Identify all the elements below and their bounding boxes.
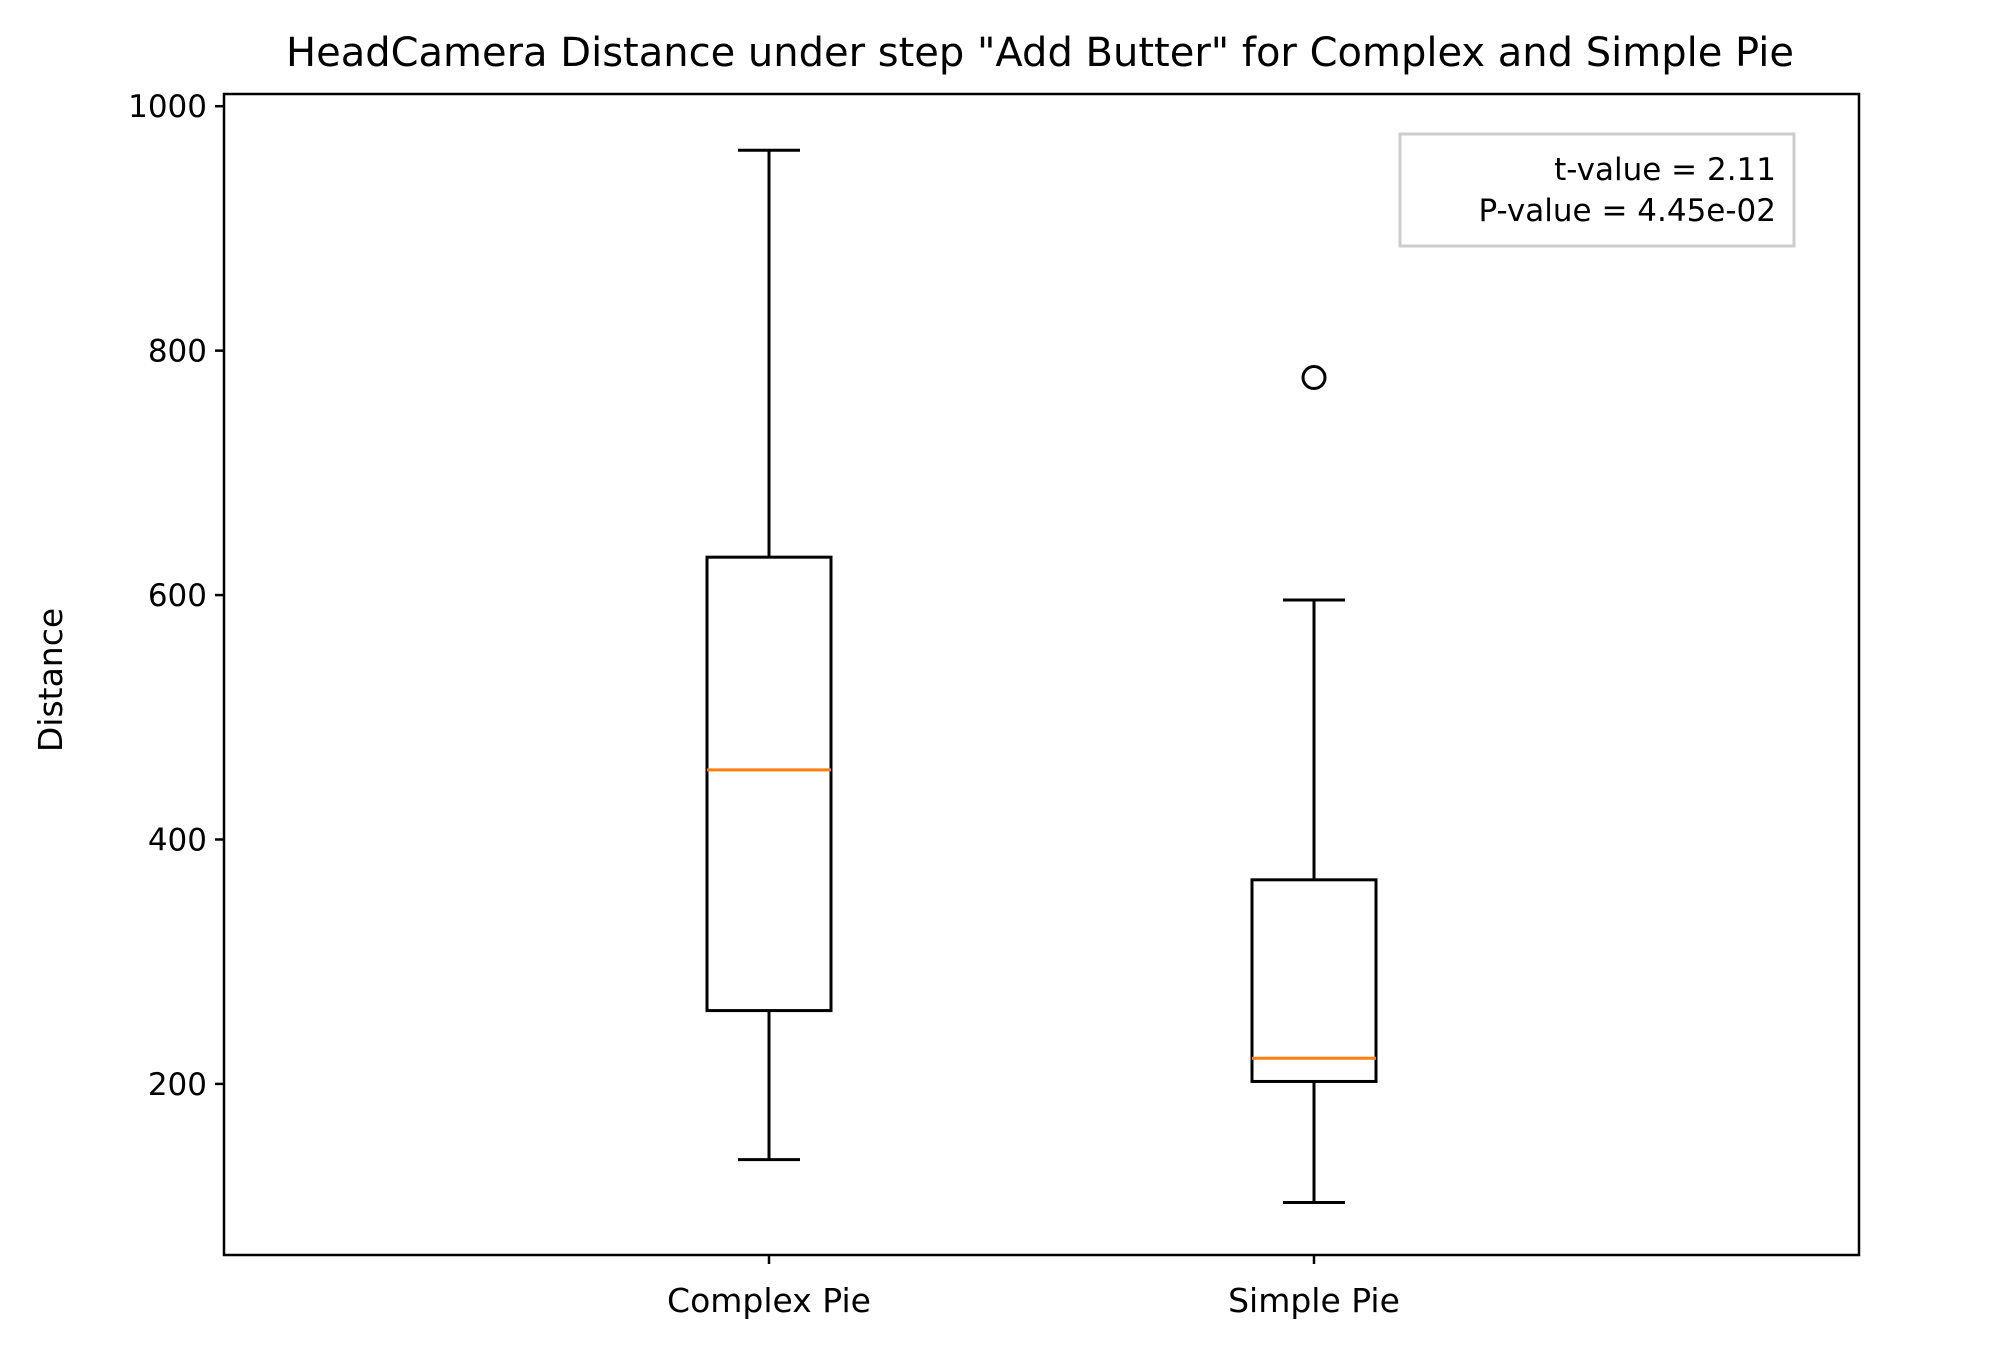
x-tick-label: Complex Pie — [667, 1281, 871, 1320]
iqr-box — [1250, 878, 1378, 1083]
chart-title: HeadCamera Distance under step "Add Butt… — [286, 30, 1794, 76]
y-axis-label: Distance — [31, 608, 70, 752]
y-tick-label: 200 — [148, 1067, 207, 1103]
y-tick-label: 600 — [148, 578, 207, 614]
plot-area — [705, 148, 1378, 1204]
x-tick-label: Simple Pie — [1228, 1281, 1400, 1320]
stats-annotation-box: t-value = 2.11 P-value = 4.45e-02 — [1398, 132, 1796, 248]
x-axis: Complex Pie Simple Pie — [667, 1255, 1400, 1320]
y-axis: 200 400 600 800 1000 — [128, 89, 224, 1103]
y-tick-label: 400 — [148, 822, 207, 858]
iqr-box — [705, 555, 833, 1013]
p-value-text: P-value = 4.45e-02 — [1479, 193, 1776, 229]
outlier-point — [1301, 365, 1327, 391]
t-value-text: t-value = 2.11 — [1554, 152, 1776, 188]
box-complex-pie — [705, 148, 833, 1162]
y-tick-label: 800 — [148, 334, 207, 370]
plot-frame — [222, 92, 1861, 1257]
annotation-border — [1398, 132, 1796, 248]
y-tick-label: 1000 — [128, 89, 207, 125]
box-simple-pie — [1250, 365, 1378, 1204]
